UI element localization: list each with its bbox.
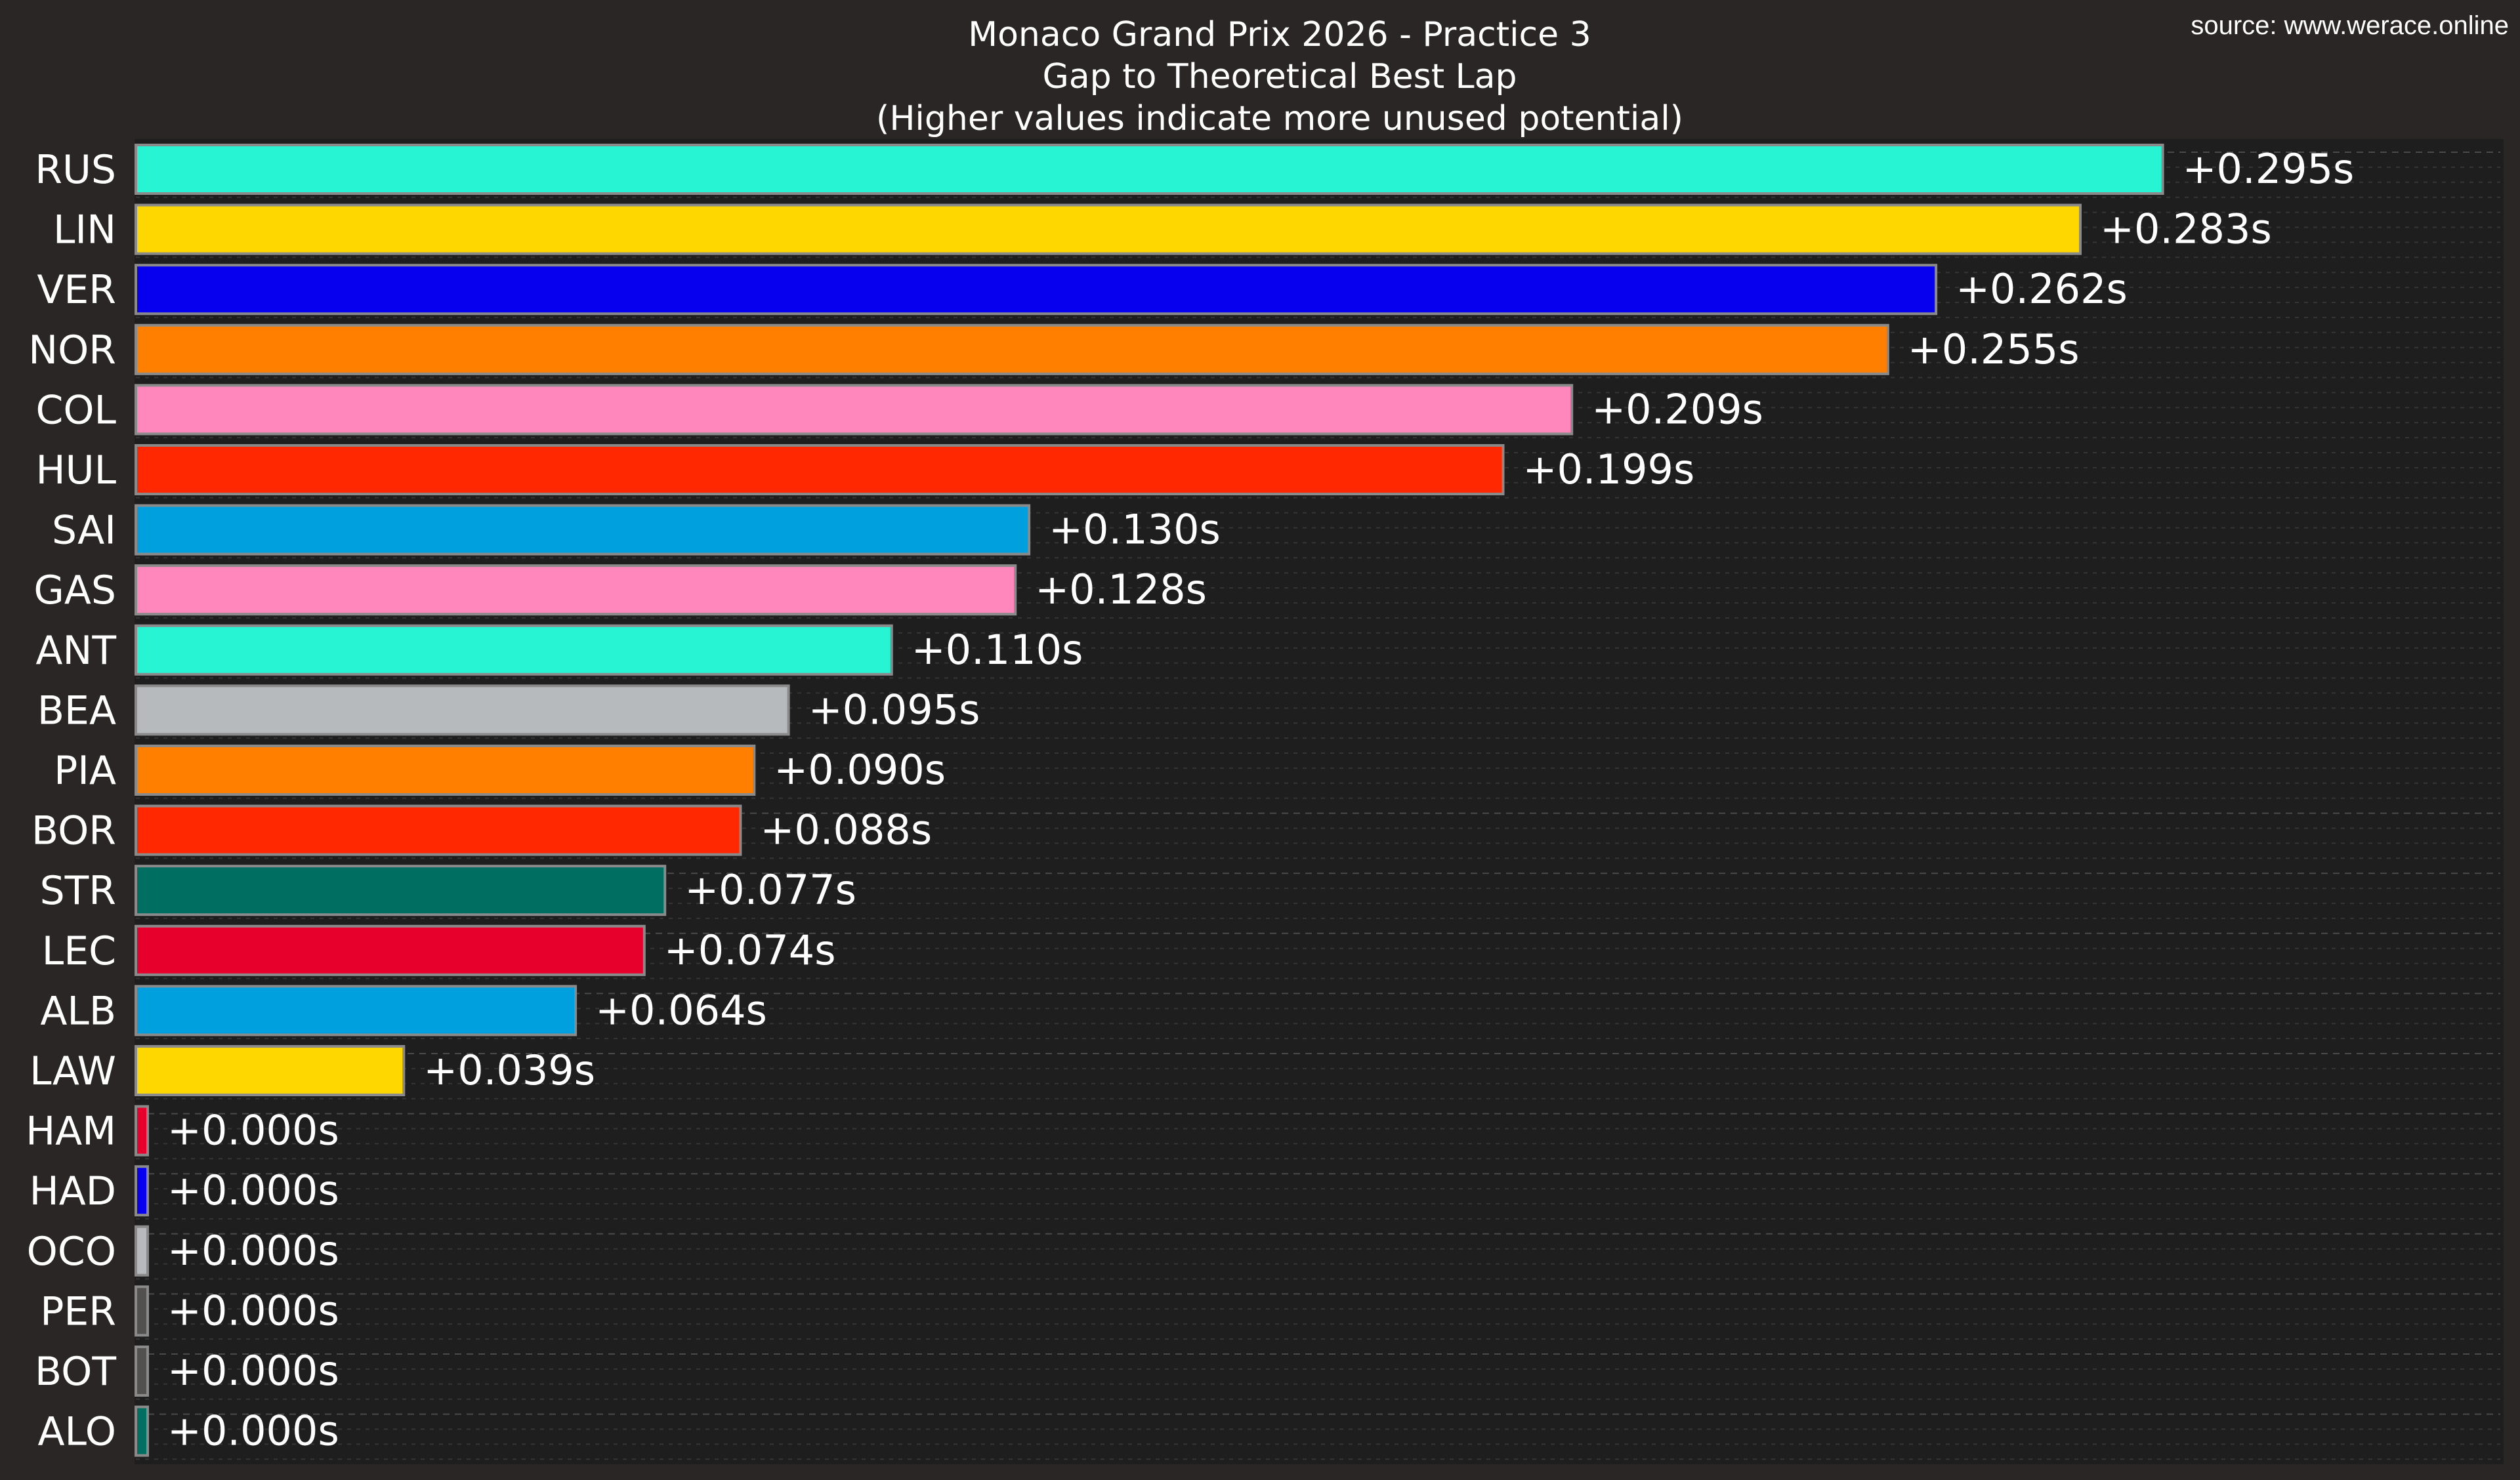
- value-label: +0.000s: [167, 1166, 339, 1214]
- bar-col: [135, 384, 1574, 436]
- bar-nor: [135, 323, 1889, 375]
- value-label: +0.110s: [912, 626, 1083, 674]
- y-tick-label: ALB: [40, 988, 116, 1034]
- bar-had: [135, 1165, 149, 1217]
- y-tick-label: BEA: [37, 688, 116, 733]
- y-tick-label: PIA: [54, 748, 116, 794]
- value-label: +0.000s: [167, 1286, 339, 1334]
- value-label: +0.000s: [167, 1227, 339, 1275]
- y-tick-label: HAD: [30, 1168, 116, 1214]
- bar-sai: [135, 504, 1031, 556]
- bar-rus: [135, 144, 2164, 195]
- bar-lec: [135, 924, 646, 976]
- y-tick-label: ALO: [37, 1409, 116, 1455]
- y-tick-label: SAI: [52, 508, 116, 554]
- y-tick-label: BOT: [35, 1349, 116, 1395]
- value-label: +0.095s: [808, 686, 980, 733]
- y-tick-label: LEC: [42, 928, 116, 974]
- bar-oco: [135, 1225, 149, 1277]
- bar-alo: [135, 1405, 149, 1457]
- value-label: +0.130s: [1049, 506, 1221, 554]
- value-label: +0.128s: [1035, 565, 1207, 613]
- y-tick-label: VER: [37, 267, 116, 313]
- value-label: +0.088s: [760, 806, 932, 854]
- bar-bor: [135, 804, 742, 856]
- bar-gas: [135, 564, 1017, 616]
- bar-ant: [135, 624, 893, 676]
- value-label: +0.000s: [167, 1347, 339, 1395]
- y-tick-label: ANT: [35, 628, 116, 674]
- value-label: +0.255s: [1908, 325, 2080, 373]
- bar-per: [135, 1285, 149, 1337]
- bar-pia: [135, 745, 756, 796]
- source-credit: source: www.werace.online: [2191, 11, 2509, 40]
- y-tick-label: BOR: [32, 808, 116, 854]
- chart-title: Monaco Grand Prix 2026 - Practice 3: [968, 15, 1591, 54]
- value-label: +0.077s: [684, 866, 856, 914]
- y-tick-label: LAW: [30, 1048, 116, 1094]
- value-label: +0.039s: [423, 1046, 595, 1094]
- y-tick-label: LIN: [53, 207, 116, 253]
- y-tick-label: HUL: [36, 447, 117, 493]
- value-label: +0.064s: [595, 986, 767, 1034]
- bar-hul: [135, 444, 1505, 495]
- value-label: +0.090s: [774, 746, 946, 794]
- bars: [135, 144, 2164, 1457]
- value-label: +0.283s: [2100, 205, 2272, 253]
- bar-bea: [135, 684, 790, 736]
- y-tick-label: COL: [35, 387, 116, 433]
- value-label: +0.262s: [1956, 265, 2128, 313]
- y-tick-label: GAS: [33, 567, 116, 613]
- value-labels: +0.295s +0.283s +0.262s +0.255s +0.209s +0.19…: [167, 145, 2354, 1455]
- value-label: +0.199s: [1523, 445, 1695, 493]
- value-label: +0.000s: [167, 1107, 339, 1155]
- y-tick-label: NOR: [28, 327, 116, 373]
- chart-subtitle-note: (Higher values indicate more unused pote…: [876, 99, 1683, 138]
- chart-subtitle: Gap to Theoretical Best Lap: [1043, 57, 1517, 96]
- value-label: +0.295s: [2183, 145, 2355, 193]
- value-label: +0.000s: [167, 1407, 339, 1455]
- y-tick-labels: RUS LIN VER NOR COL HUL SAI GAS ANT BEA PIA BOR STR L…: [26, 147, 117, 1455]
- bar-ham: [135, 1105, 149, 1157]
- bar-law: [135, 1045, 406, 1096]
- value-label: +0.074s: [664, 926, 836, 974]
- y-tick-label: PER: [40, 1288, 116, 1334]
- y-tick-label: OCO: [27, 1229, 116, 1275]
- bar-ver: [135, 264, 1938, 316]
- y-tick-label: HAM: [26, 1109, 116, 1155]
- bar-str: [135, 865, 667, 916]
- value-label: +0.209s: [1591, 385, 1763, 433]
- bar-bot: [135, 1346, 149, 1397]
- y-tick-label: RUS: [35, 147, 116, 193]
- bar-lin: [135, 203, 2082, 255]
- y-tick-label: STR: [40, 868, 116, 914]
- bar-alb: [135, 985, 578, 1037]
